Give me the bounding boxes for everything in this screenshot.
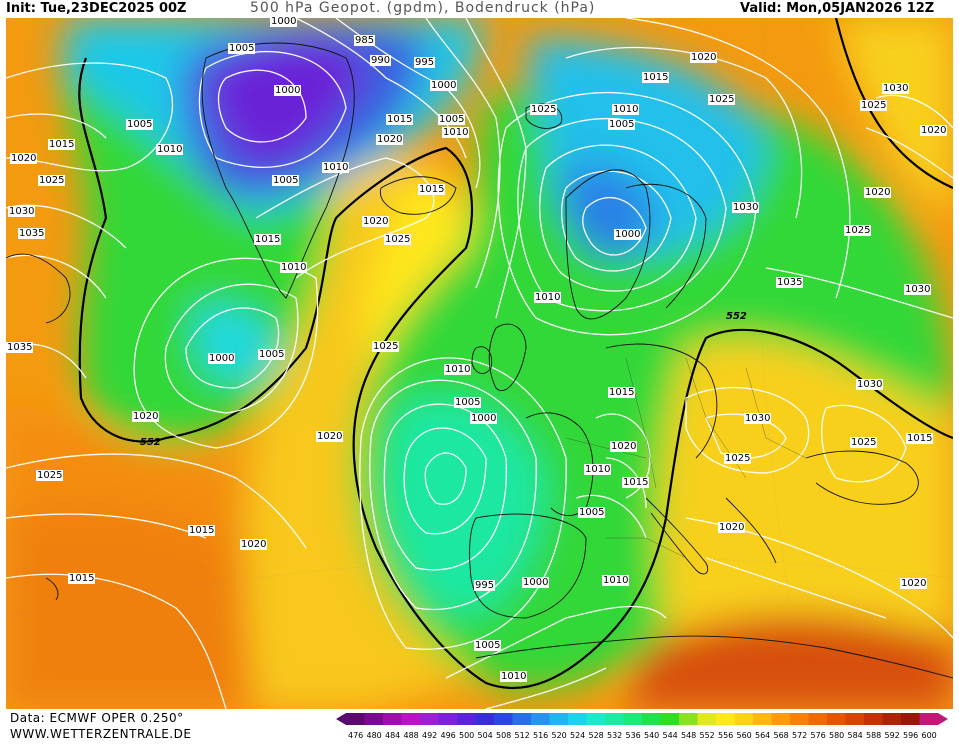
- legend-tick-label: 568: [774, 731, 789, 740]
- legend-swatch: [512, 713, 531, 725]
- legend-tick-label: 572: [792, 731, 807, 740]
- legend-swatch: [494, 713, 513, 725]
- legend-swatch: [734, 713, 753, 725]
- legend-tick-label: 560: [737, 731, 752, 740]
- website-credit: WWW.WETTERZENTRALE.DE: [10, 727, 192, 741]
- legend-tick-label: 556: [718, 731, 733, 740]
- legend-tick-label: 492: [422, 731, 437, 740]
- coastlines: [6, 42, 953, 679]
- legend-swatch: [845, 713, 864, 725]
- legend-tick-label: 548: [681, 731, 696, 740]
- legend-tick-label: 524: [570, 731, 585, 740]
- contour-552-lines: [78, 18, 953, 690]
- legend-tick-label: 484: [385, 731, 400, 740]
- legend-tick-label: 536: [626, 731, 641, 740]
- legend-swatch: [605, 713, 624, 725]
- legend-swatch: [401, 713, 420, 725]
- legend-tick-label: 584: [848, 731, 863, 740]
- legend-tick-label: 592: [885, 731, 900, 740]
- legend-tick-label: 496: [441, 731, 456, 740]
- legend-tick-label: 576: [811, 731, 826, 740]
- legend-tick-label: 504: [478, 731, 493, 740]
- legend-swatch: [716, 713, 735, 725]
- legend-swatch: [420, 713, 439, 725]
- legend-swatch: [790, 713, 809, 725]
- legend-swatch: [383, 713, 402, 725]
- legend-swatch: [901, 713, 920, 725]
- isobar-lines: [6, 18, 953, 709]
- legend-swatch: [697, 713, 716, 725]
- init-time: Init: Tue,23DEC2025 00Z: [6, 1, 187, 16]
- legend-tick-label: 500: [459, 731, 474, 740]
- legend-swatch: [679, 713, 698, 725]
- legend-swatch: [642, 713, 661, 725]
- graticule: [6, 18, 953, 709]
- legend-swatch: [346, 713, 365, 725]
- legend-swatch: [660, 713, 679, 725]
- legend-tick-label: 480: [367, 731, 382, 740]
- legend-tick-label: 532: [607, 731, 622, 740]
- legend-tick-label: 520: [552, 731, 567, 740]
- legend-tick-label: 552: [700, 731, 715, 740]
- legend-tick-label: 540: [644, 731, 659, 740]
- legend-swatch: [882, 713, 901, 725]
- legend-tick-label: 488: [404, 731, 419, 740]
- legend-tick-label: 564: [755, 731, 770, 740]
- legend-swatch: [864, 713, 883, 725]
- legend-tick-label: 476: [348, 731, 363, 740]
- legend-swatch: [771, 713, 790, 725]
- weather-map: [6, 18, 953, 709]
- legend-swatch: [919, 713, 938, 725]
- legend-swatch: [549, 713, 568, 725]
- legend-swatch: [827, 713, 846, 725]
- legend-arrow-left: [336, 713, 346, 725]
- legend-swatch: [438, 713, 457, 725]
- legend-tick-label: 512: [515, 731, 530, 740]
- legend-swatch: [753, 713, 772, 725]
- data-source: Data: ECMWF OPER 0.250°: [10, 711, 184, 725]
- legend-tick-label: 600: [922, 731, 937, 740]
- legend-tick-label: 580: [829, 731, 844, 740]
- legend-arrow-right: [938, 713, 948, 725]
- legend-swatch: [457, 713, 476, 725]
- legend-tick-label: 508: [496, 731, 511, 740]
- legend-swatch: [808, 713, 827, 725]
- legend-swatch: [475, 713, 494, 725]
- legend-swatch: [623, 713, 642, 725]
- legend-swatch: [568, 713, 587, 725]
- legend-tick-label: 588: [866, 731, 881, 740]
- legend-swatch: [586, 713, 605, 725]
- legend-tick-label: 528: [589, 731, 604, 740]
- legend-tick-label: 596: [903, 731, 918, 740]
- legend-swatch: [364, 713, 383, 725]
- legend-tick-label: 516: [533, 731, 548, 740]
- legend-swatch: [531, 713, 550, 725]
- valid-time: Valid: Mon,05JAN2026 12Z: [740, 1, 935, 16]
- map-title: 500 hPa Geopot. (gpdm), Bodendruck (hPa): [250, 0, 596, 16]
- color-legend: 476 480 484 488 492 496 500 504 508 512 516 520 524 5…: [336, 711, 958, 741]
- legend-tick-label: 544: [663, 731, 678, 740]
